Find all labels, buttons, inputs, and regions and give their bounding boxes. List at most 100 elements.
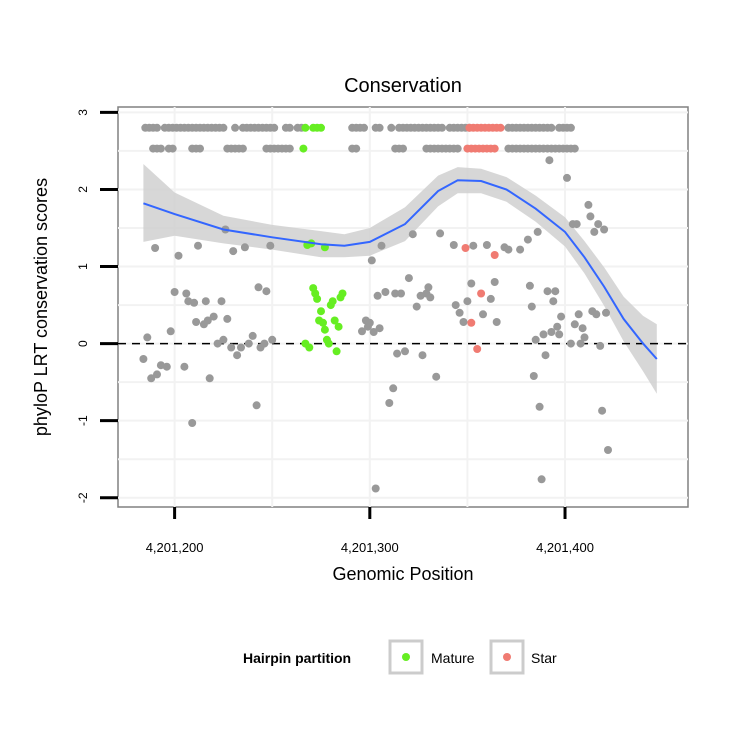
point-other [527,302,536,311]
point-other [371,484,380,493]
point-other [174,251,183,260]
point-other [254,283,263,292]
point-other [237,343,245,352]
point-other [539,330,548,339]
x-tick-label: 4,201,400 [536,540,594,555]
point-other [365,318,374,327]
plot-panel [117,106,689,508]
y-axis-label: phyloP LRT conservation scores [31,178,51,436]
point-other [594,220,603,229]
point-other [223,314,232,323]
point-other [545,156,554,165]
point-other [373,291,382,300]
y-tick-label: 2 [76,186,90,193]
loess-curve [143,179,658,360]
point-other [170,288,179,296]
point-other [412,302,421,311]
legend-marker-mature [402,653,410,661]
point-mature [338,289,347,298]
point-other [551,287,560,296]
data-points [139,123,612,493]
point-other [570,320,579,329]
point-other [393,349,402,358]
point-star [496,123,505,132]
point-mature [324,339,333,348]
point-other [584,200,593,209]
point-other [547,328,556,336]
point-mature [334,322,343,331]
point-mature [328,297,337,306]
point-other [486,294,495,303]
point-other [229,247,238,256]
chart-title: Conservation [344,75,462,97]
point-other [401,347,409,356]
point-other [404,274,413,283]
point-other [572,220,581,229]
point-other [566,339,575,348]
legend: Hairpin partition Mature Star [243,639,557,675]
point-other [469,241,478,250]
point-other [217,297,226,306]
point-star [477,289,486,298]
point-star [490,144,499,153]
point-other [358,327,366,336]
point-other [547,123,556,132]
legend-label-mature: Mature [431,650,475,666]
point-other [209,312,218,321]
point-other [391,289,400,298]
point-other [563,173,571,182]
point-other [531,335,540,344]
point-other [233,351,242,360]
point-other [182,289,191,298]
y-tick-label: -1 [76,415,90,426]
point-other [360,123,368,132]
point-other [196,144,204,153]
point-other [192,318,201,326]
point-other [543,287,552,296]
point-other [436,229,445,238]
point-mature [320,325,329,334]
point-other [201,297,210,306]
point-other [592,310,601,319]
point-other [143,333,152,342]
point-other [482,241,491,249]
point-other [418,351,427,360]
x-axis: 4,201,200 4,201,300 4,201,400 [146,507,594,555]
y-axis: -2 -1 0 1 2 3 [76,109,118,503]
point-mature [330,316,339,325]
point-other [533,227,542,236]
point-other [449,241,458,249]
point-other [570,144,579,153]
point-other [387,123,396,132]
point-other [598,406,607,415]
smooth-line [143,179,658,360]
point-other [602,308,610,317]
point-other [604,446,612,454]
point-other [213,339,222,348]
point-other [479,310,487,319]
x-axis-label: Genomic Position [332,564,473,584]
point-other [219,123,228,132]
point-other [408,230,417,239]
point-other [399,144,407,153]
point-other [244,339,253,348]
point-other [385,399,394,407]
point-star [467,318,476,327]
point-mature [317,123,325,132]
point-other [285,123,294,132]
x-tick-label: 4,201,200 [146,540,204,555]
point-star [461,244,470,252]
point-other [576,339,585,348]
point-other [162,362,171,371]
point-other [537,475,546,484]
point-other [285,144,294,153]
point-other [541,351,550,360]
point-other [586,212,595,221]
legend-title: Hairpin partition [243,650,351,666]
point-other [375,324,384,333]
point-other [240,243,249,252]
point-other [367,256,376,265]
point-other [262,287,271,296]
point-other [375,123,384,132]
point-other [451,301,460,310]
